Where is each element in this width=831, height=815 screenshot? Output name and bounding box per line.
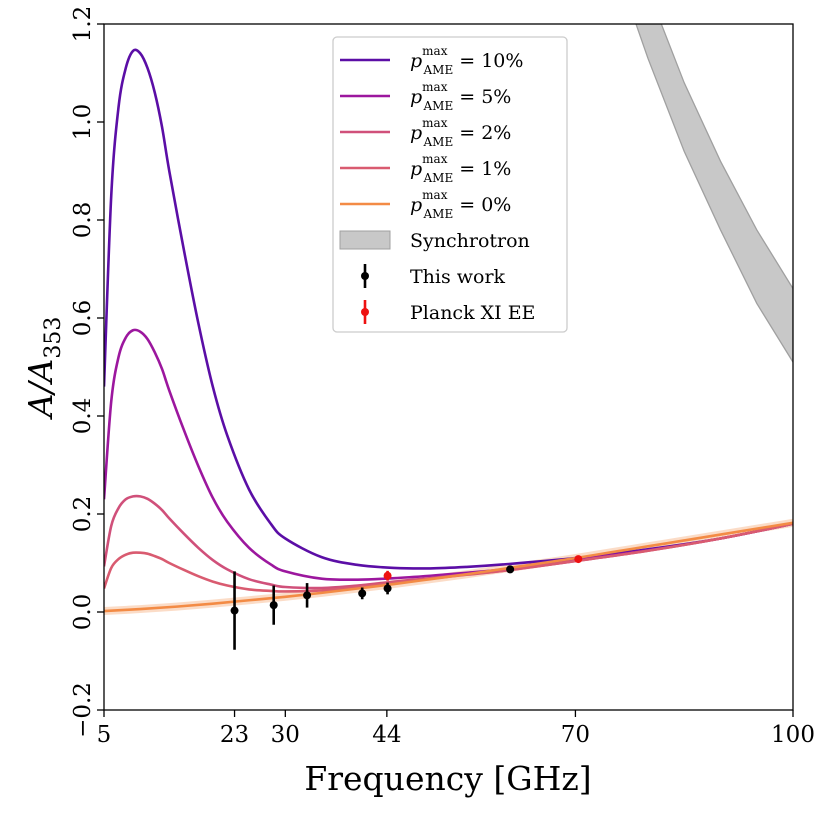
x-tick-label-4: 70 <box>561 722 590 748</box>
synchrotron-band <box>635 24 793 364</box>
legend-marker-1 <box>361 308 369 316</box>
legend-label-3: pmax AME = 1% <box>410 152 511 185</box>
y-axis-label-sub: 353 <box>41 317 66 359</box>
x-tick-label-1: 23 <box>220 722 249 748</box>
y-tick-label-7: 1.2 <box>70 6 96 43</box>
legend-label-main-1: p <box>410 86 422 108</box>
series-line-0 <box>104 48 793 570</box>
synchrotron-band-layer <box>635 24 793 364</box>
legend: pmax AME = 10%pmax AME = 5%pmax AME = 2%pma… <box>332 36 568 333</box>
legend-label-rest-3: = 1% <box>453 158 511 180</box>
legend-label-2: pmax AME = 2% <box>410 116 511 149</box>
y-axis-label: A/A353 <box>21 317 66 421</box>
legend-label-4: pmax AME = 0% <box>410 188 511 221</box>
legend-label-sub-4: AME <box>422 207 453 221</box>
series-line-4 <box>104 521 793 613</box>
x-axis-label: Frequency [GHz] <box>304 759 591 798</box>
y-tick-label-1: 0.0 <box>70 594 96 631</box>
legend-label-rest-2: = 2% <box>453 122 511 144</box>
data-point-0-3 <box>358 589 367 598</box>
legend-label-rest-1: = 5% <box>453 86 511 108</box>
y-axis-ticks: −0.2 0.0 0.2 0.4 0.6 0.8 1.0 1.2 <box>70 6 104 738</box>
series-line-3 <box>104 522 793 593</box>
x-tick-label-3: 44 <box>372 722 401 748</box>
y-tick-label-5: 0.8 <box>70 202 96 239</box>
data-point-0-0 <box>230 606 239 615</box>
data-point-0-4 <box>383 584 392 593</box>
y-tick-label-0: −0.2 <box>70 682 96 738</box>
legend-label-sub-3: AME <box>422 171 453 185</box>
y-tick-label-2: 0.2 <box>70 496 96 533</box>
y-tick-label-3: 0.4 <box>70 398 96 435</box>
legend-box <box>332 36 568 333</box>
legend-label-rest-4: = 0% <box>453 194 511 216</box>
x-tick-label-2: 30 <box>271 722 300 748</box>
x-tick-label-0: 5 <box>97 722 112 748</box>
data-point-0-1 <box>269 601 278 610</box>
legend-label-sup-3: max <box>422 152 448 166</box>
legend-label-0: pmax AME = 10% <box>410 44 523 77</box>
x-tick-label-5: 100 <box>771 722 815 748</box>
data-point-0-5 <box>506 565 515 574</box>
y-tick-label-4: 0.6 <box>70 300 96 337</box>
plot-frame <box>103 23 794 711</box>
legend-label-sub-1: AME <box>422 99 453 113</box>
points-layer <box>230 555 583 650</box>
legend-label-rest-0: = 10% <box>453 50 523 72</box>
legend-label-sup-4: max <box>422 188 448 202</box>
legend-label-sup-1: max <box>422 80 448 94</box>
legend-label-1: pmax AME = 5% <box>410 80 511 113</box>
legend-label-synchrotron: Synchrotron <box>410 230 530 252</box>
y-tick-label-6: 1.0 <box>70 104 96 141</box>
legend-label-points-0: This work <box>410 266 506 288</box>
data-point-1-0 <box>383 571 392 580</box>
legend-label-sup-2: max <box>422 116 448 130</box>
series-layer <box>104 48 793 616</box>
legend-label-sup-0: max <box>422 44 448 58</box>
legend-label-main-2: p <box>410 122 422 144</box>
legend-marker-0 <box>361 272 369 280</box>
legend-label-sub-0: AME <box>422 63 453 77</box>
data-point-1-1 <box>574 555 583 564</box>
data-point-0-2 <box>303 591 312 600</box>
y-axis-label-main: A/A <box>21 359 60 421</box>
legend-label-points-1: Planck XI EE <box>410 302 535 324</box>
legend-swatch-synchrotron <box>339 230 391 250</box>
legend-label-main-4: p <box>410 194 422 216</box>
x-axis-ticks: 5 23 30 44 70 100 <box>97 710 815 748</box>
legend-label-main-0: p <box>410 50 422 72</box>
legend-label-main-3: p <box>410 158 422 180</box>
legend-label-sub-2: AME <box>422 135 453 149</box>
